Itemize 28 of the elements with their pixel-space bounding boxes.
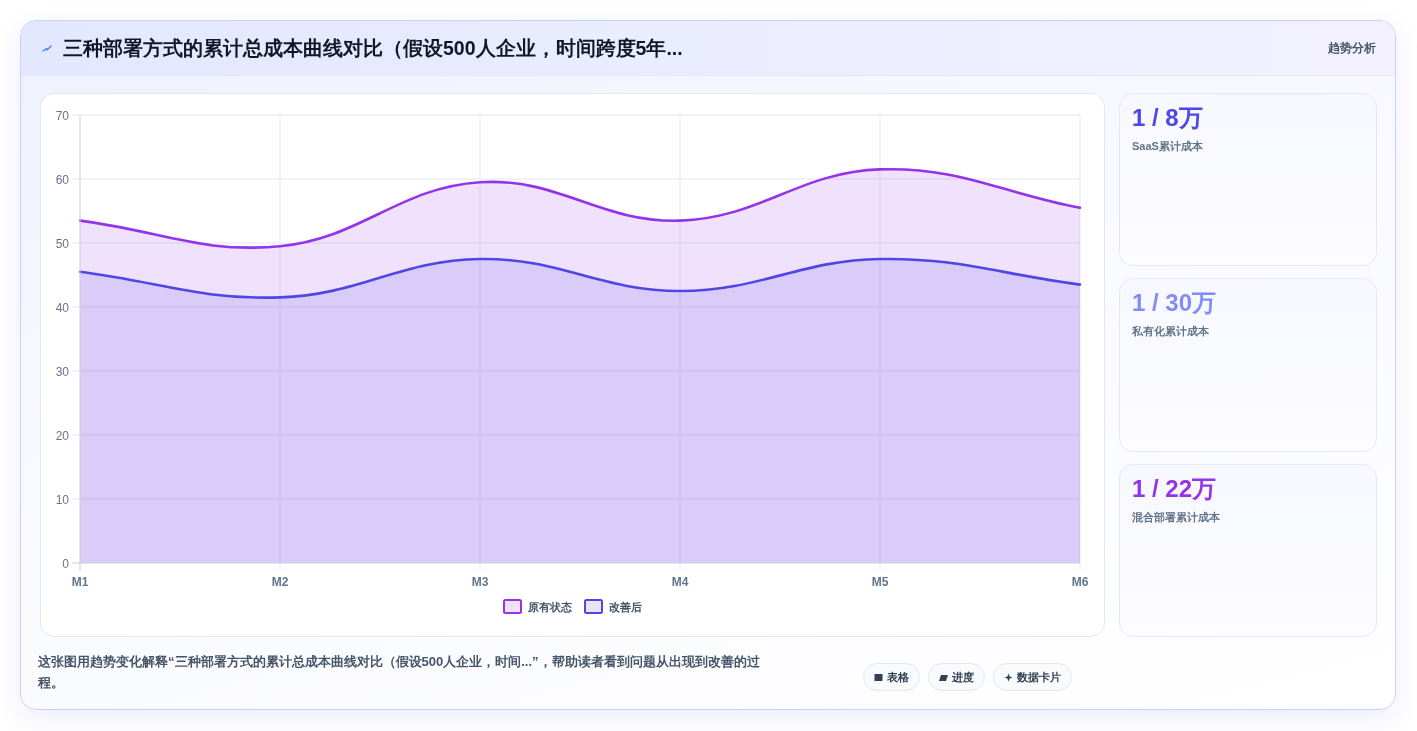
y-tick-label: 20: [55, 428, 70, 443]
y-tick-label: 50: [55, 236, 70, 251]
text: 1 / 8万: [1132, 104, 1203, 131]
text: 1 / 22万: [1132, 474, 1217, 502]
y-tick-label: 0: [62, 556, 70, 571]
x-tick-label: M4: [671, 575, 689, 589]
x-tick-label: M2: [271, 575, 289, 589]
x-tick-label: M3: [471, 575, 489, 589]
y-tick-label: 40: [55, 300, 70, 315]
legend-label: 改善后: [609, 601, 642, 613]
legend-label: 原有状态: [527, 601, 573, 613]
text: 趋势分析: [1328, 40, 1376, 56]
chart-title: 三种部署方式的累计总成本曲线对比（假设500人企业，时间跨度5年...: [63, 36, 683, 61]
x-tick-label: M1: [71, 575, 89, 589]
text: 进度: [952, 669, 974, 685]
y-tick-label: 30: [55, 364, 70, 379]
text: 1 / 30万: [1132, 289, 1217, 317]
text: 这张图用趋势变化解释“三种部署方式的累计总成本曲线对比（假设500人企业，时间...”，帮助读者看到问题从出现到改善的过程。: [38, 653, 761, 692]
text: 数据卡片: [1017, 669, 1061, 685]
y-tick-label: 60: [55, 172, 70, 187]
x-tick-label: M5: [871, 575, 889, 589]
category-label: 私有化累计成本: [1132, 324, 1209, 339]
y-tick-label: 70: [55, 108, 70, 123]
x-tick-label: M6: [1071, 575, 1089, 589]
category-label: 混合部署累计成本: [1132, 509, 1220, 524]
category-label: SaaS累计成本: [1132, 139, 1203, 153]
text: 表格: [887, 669, 909, 685]
y-tick-label: 10: [55, 492, 70, 507]
